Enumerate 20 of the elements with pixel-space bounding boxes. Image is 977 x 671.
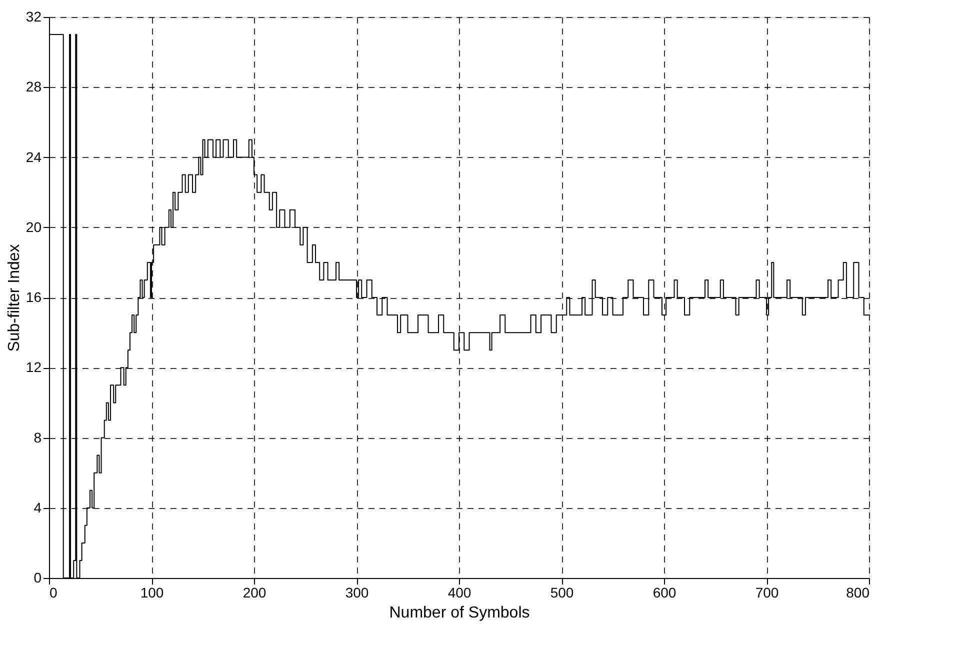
x-axis-title: Number of Symbols <box>389 604 530 622</box>
x-tick-label: 500 <box>550 584 574 600</box>
y-axis-title: Sub-filter Index <box>6 244 23 352</box>
y-tick-label: 4 <box>34 499 42 516</box>
x-tick-label: 200 <box>242 584 266 600</box>
x-tick-label: 0 <box>50 584 58 600</box>
y-tick-label: 0 <box>34 570 42 586</box>
y-tick-label: 20 <box>26 218 42 235</box>
y-tick-label: 12 <box>26 359 42 376</box>
x-tick-label: 600 <box>652 584 676 600</box>
x-tick-label: 400 <box>448 584 472 600</box>
x-tick-label: 300 <box>345 584 369 600</box>
y-tick-label: 28 <box>26 78 42 95</box>
y-tick-label: 32 <box>26 8 42 24</box>
x-tick-label: 700 <box>755 584 779 600</box>
x-tick-label: 800 <box>846 584 870 600</box>
x-tick-label: 100 <box>140 584 164 600</box>
y-tick-label: 24 <box>26 148 42 165</box>
y-tick-label: 16 <box>26 289 42 305</box>
y-tick-label: 8 <box>34 429 42 446</box>
